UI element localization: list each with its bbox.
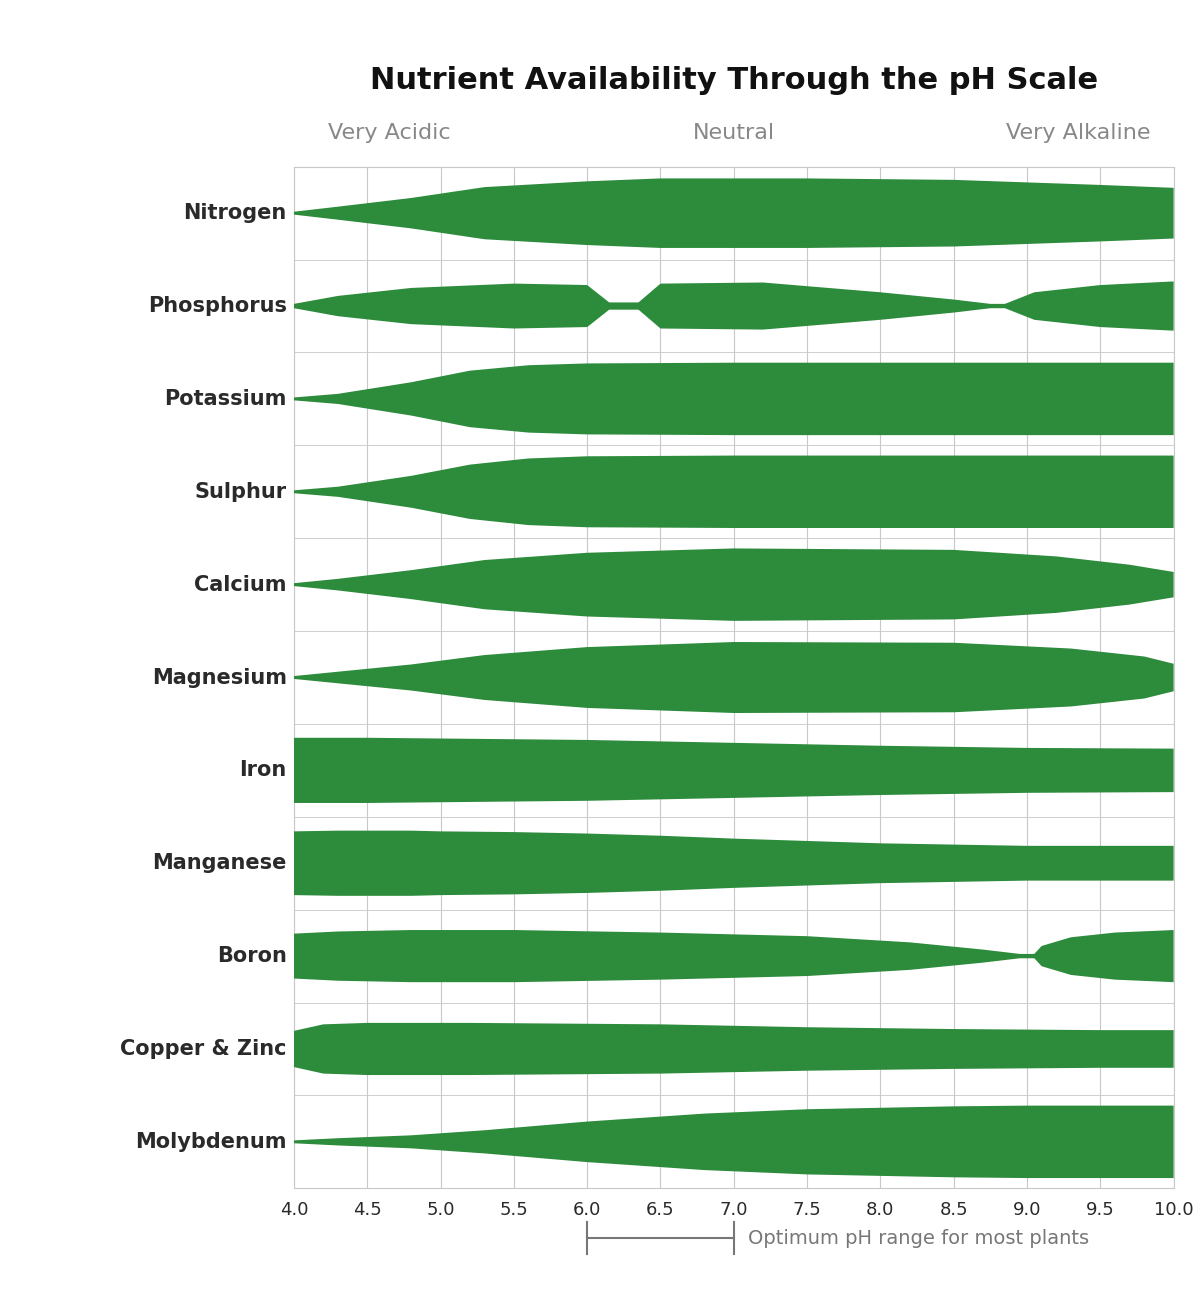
- Text: Molybdenum: Molybdenum: [136, 1132, 287, 1152]
- Polygon shape: [294, 549, 1174, 621]
- Polygon shape: [294, 831, 1174, 895]
- Polygon shape: [294, 930, 1174, 982]
- Text: Potassium: Potassium: [164, 389, 287, 408]
- Text: Phosphorus: Phosphorus: [148, 295, 287, 316]
- Polygon shape: [294, 281, 1174, 331]
- Polygon shape: [294, 1106, 1174, 1178]
- Text: Calcium: Calcium: [194, 575, 287, 595]
- Polygon shape: [294, 642, 1174, 713]
- Text: Very Acidic: Very Acidic: [328, 123, 451, 143]
- Text: Magnesium: Magnesium: [151, 667, 287, 688]
- Text: Nitrogen: Nitrogen: [184, 204, 287, 223]
- Text: Boron: Boron: [217, 947, 287, 966]
- Text: Copper & Zinc: Copper & Zinc: [120, 1039, 287, 1060]
- Polygon shape: [294, 362, 1174, 435]
- Text: Sulphur: Sulphur: [194, 482, 287, 502]
- Text: Iron: Iron: [240, 760, 287, 780]
- Text: Nutrient Availability Through the pH Scale: Nutrient Availability Through the pH Sca…: [370, 66, 1098, 95]
- Polygon shape: [294, 738, 1174, 804]
- Polygon shape: [294, 179, 1174, 248]
- Text: Optimum pH range for most plants: Optimum pH range for most plants: [749, 1229, 1090, 1247]
- Polygon shape: [294, 456, 1174, 528]
- Text: Manganese: Manganese: [152, 853, 287, 873]
- Text: Very Alkaline: Very Alkaline: [1006, 123, 1151, 143]
- Text: Neutral: Neutral: [692, 123, 775, 143]
- Polygon shape: [294, 1023, 1174, 1075]
